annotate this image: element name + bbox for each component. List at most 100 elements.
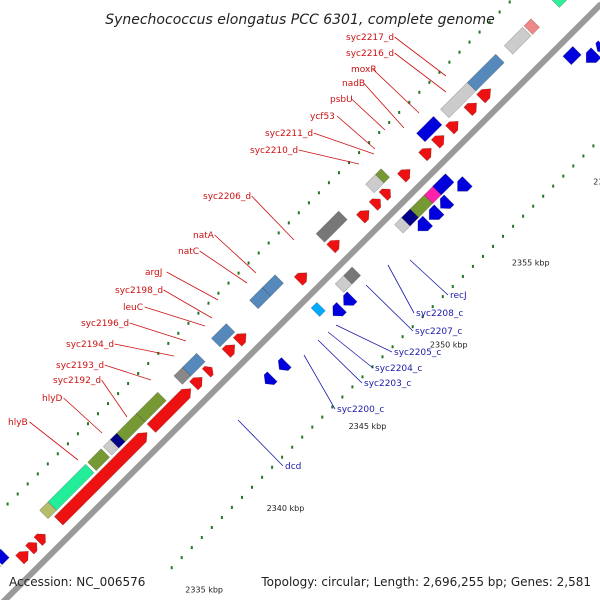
tick-dot xyxy=(338,171,340,175)
tick-label: 2360 kbp xyxy=(593,177,600,186)
forward-gene-arrow xyxy=(326,239,340,254)
forward-leader-line xyxy=(114,343,175,357)
tick-dot xyxy=(170,566,173,570)
tick-dot xyxy=(177,331,180,335)
tick-dot xyxy=(301,435,304,439)
forward-strand-genes xyxy=(0,0,568,568)
tick-dot xyxy=(66,442,69,446)
forward-leader-line xyxy=(166,271,219,301)
tick-dot xyxy=(448,60,451,64)
tick-dot xyxy=(482,254,484,258)
forward-gene-arrow xyxy=(476,88,492,104)
tick-dot xyxy=(281,455,284,459)
forward-gene-box xyxy=(523,18,540,35)
reverse-gene-label: syc2208_c xyxy=(416,309,463,319)
tick-dot xyxy=(542,194,545,198)
tick-dot xyxy=(582,154,585,158)
tick-dot xyxy=(46,462,49,466)
forward-gene-box xyxy=(466,53,505,92)
tick-dot xyxy=(468,40,471,44)
tick-dot xyxy=(107,402,109,406)
forward-gene-box xyxy=(503,26,532,55)
forward-gene-arrow xyxy=(368,198,382,211)
tick-dot xyxy=(261,475,264,479)
tick-dot xyxy=(508,0,511,4)
tick-dot xyxy=(401,335,404,339)
tick-label: 2345 kbp xyxy=(349,422,387,431)
tick-dot xyxy=(16,492,19,496)
tick-dot xyxy=(552,184,555,188)
forward-leader-line xyxy=(394,36,447,77)
forward-gene-label: syc2194_d xyxy=(66,340,114,350)
tick-dot xyxy=(368,141,371,145)
forward-gene-arrow xyxy=(293,272,308,286)
tick-dot xyxy=(317,191,320,195)
forward-gene-label: syc2193_d xyxy=(56,361,104,371)
tick-dot xyxy=(257,251,260,255)
forward-gene-arrow xyxy=(463,102,477,117)
tick-dot xyxy=(398,110,401,114)
forward-gene-box xyxy=(181,352,206,377)
reverse-leader-line xyxy=(303,354,336,410)
forward-gene-arrow xyxy=(355,210,370,224)
tick-dot xyxy=(217,291,220,295)
tick-dot xyxy=(461,275,464,278)
tick-dot xyxy=(532,204,535,208)
forward-gene-box xyxy=(315,210,348,243)
tick-dot xyxy=(207,301,210,305)
forward-gene-arrow xyxy=(53,432,148,526)
tick-dot xyxy=(441,295,444,299)
forward-leader-line xyxy=(129,322,187,342)
forward-gene-arrow xyxy=(25,542,38,555)
tick-dot xyxy=(371,365,374,369)
tick-dot xyxy=(56,452,59,456)
forward-gene-label: natA xyxy=(193,231,215,241)
reverse-leader-line xyxy=(387,264,415,314)
reverse-gene-arrow xyxy=(417,215,434,232)
forward-gene-label: leuC xyxy=(123,303,143,313)
forward-gene-box xyxy=(87,448,111,472)
tick-dot xyxy=(220,516,223,519)
forward-gene-label: nadB xyxy=(342,79,365,89)
forward-gene-box xyxy=(261,274,284,297)
reverse-gene-label: recJ xyxy=(450,291,467,301)
tick-dot xyxy=(327,181,330,185)
tick-dot xyxy=(247,261,250,265)
tick-dot xyxy=(411,325,414,329)
tick-dot xyxy=(358,151,361,155)
forward-leader-line xyxy=(313,132,375,155)
forward-gene-label: syc2217_d xyxy=(346,33,394,43)
forward-gene-box xyxy=(375,168,391,184)
tick-dot xyxy=(180,556,183,560)
forward-gene-box xyxy=(47,463,95,511)
tick-dot xyxy=(438,70,441,74)
forward-gene-arrow xyxy=(15,550,29,565)
reverse-strand-genes xyxy=(263,40,600,386)
tick-dot xyxy=(451,285,454,288)
tick-dot xyxy=(331,405,334,409)
tick-dot xyxy=(237,271,240,275)
tick-dot xyxy=(502,234,504,238)
forward-gene-arrow xyxy=(418,147,432,162)
tick-dot xyxy=(167,341,170,345)
forward-gene-label: syc2211_d xyxy=(265,129,313,139)
forward-gene-box xyxy=(210,323,236,348)
forward-gene-box xyxy=(0,548,10,566)
tick-dot xyxy=(271,465,274,469)
tick-dot xyxy=(341,395,344,399)
reverse-gene-arrow xyxy=(457,176,473,192)
reverse-gene-label: syc2205_c xyxy=(394,348,441,358)
forward-gene-label: syc2206_d xyxy=(203,192,251,202)
reverse-gene-box xyxy=(310,301,326,317)
tick-dot xyxy=(522,214,525,218)
tick-dot xyxy=(572,164,575,168)
reverse-gene-arrow xyxy=(263,371,278,386)
forward-gene-label: argJ xyxy=(145,268,162,278)
tick-dot xyxy=(478,30,481,34)
forward-leader-line xyxy=(104,364,152,381)
forward-leader-line xyxy=(101,379,128,418)
tick-dot xyxy=(418,90,421,94)
tick-dot xyxy=(321,415,324,419)
